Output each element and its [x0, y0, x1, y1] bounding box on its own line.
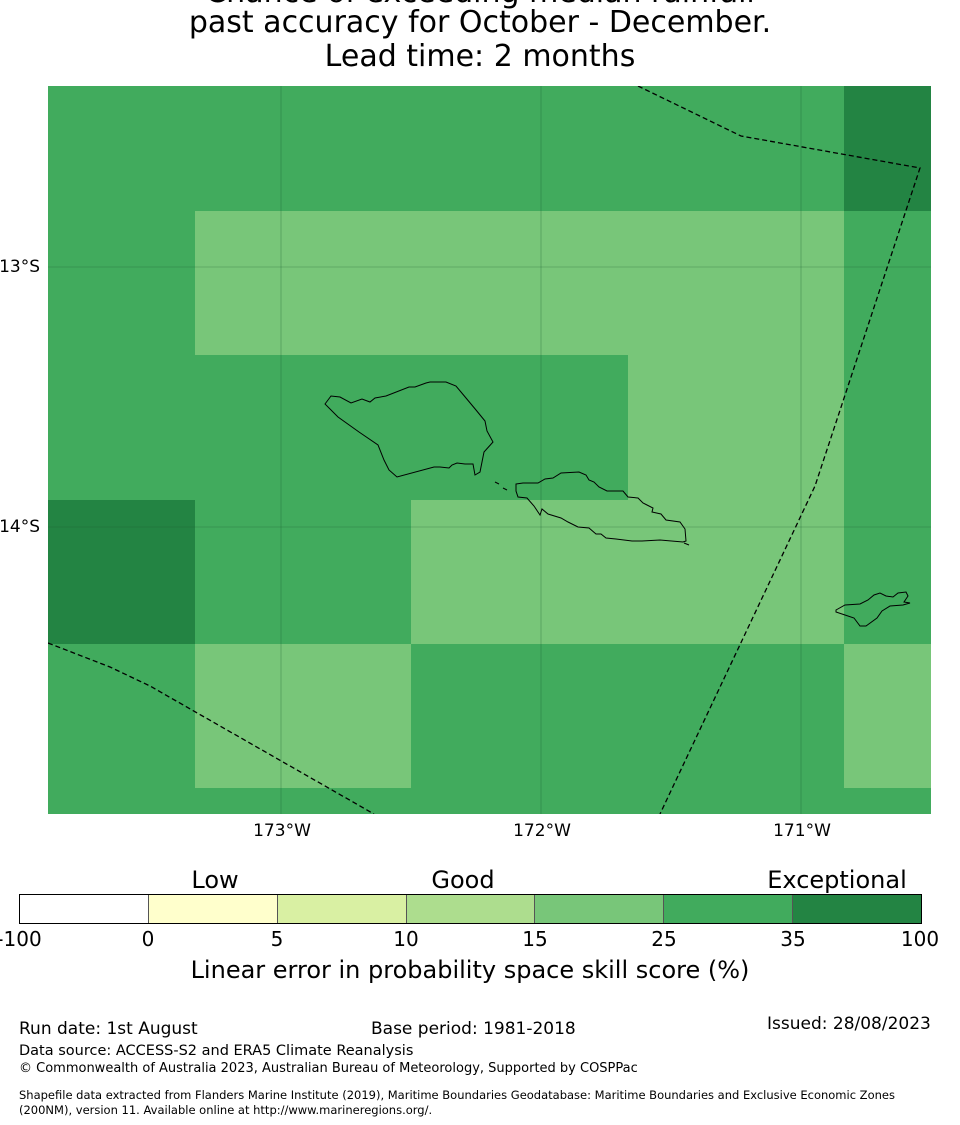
- colorbar-tick: 0: [141, 927, 155, 951]
- colorbar-tick: -100: [0, 927, 42, 951]
- colorbar-tick: 5: [270, 927, 284, 951]
- shapefile-credit-line-1: Shapefile data extracted from Flanders M…: [19, 1088, 895, 1102]
- colorbar-tick: 100: [900, 927, 940, 951]
- colorbar-segment: [148, 895, 278, 923]
- base-period: Base period: 1981-2018: [371, 1019, 576, 1039]
- island-outlines: [324, 381, 911, 627]
- title-line-1: Chance of exceeding median rainfall: [0, 0, 960, 10]
- copyright: © Commonwealth of Australia 2023, Austra…: [19, 1061, 638, 1076]
- run-date: Run date: 1st August: [19, 1019, 198, 1039]
- skill-map: [48, 86, 931, 814]
- eez-boundary: [48, 86, 921, 814]
- colorbar-tick: 10: [393, 927, 419, 951]
- issued-date: Issued: 28/08/2023: [767, 1014, 931, 1034]
- lon-label-172w: 172°W: [513, 821, 571, 841]
- tutuila-island: [835, 591, 911, 627]
- savaii-island: [324, 381, 494, 478]
- category-good: Good: [431, 866, 495, 894]
- data-source: Data source: ACCESS-S2 and ERA5 Climate …: [19, 1043, 414, 1059]
- category-low: Low: [191, 866, 239, 894]
- category-exceptional: Exceptional: [767, 866, 907, 894]
- upolu-island: [515, 471, 687, 543]
- colorbar-segment: [277, 895, 407, 923]
- colorbar: [19, 894, 922, 924]
- colorbar-segment: [406, 895, 536, 923]
- title-line-3: Lead time: 2 months: [324, 39, 636, 74]
- lon-label-173w: 173°W: [253, 821, 311, 841]
- title-line-2: past accuracy for October - December.: [188, 5, 772, 40]
- colorbar-tick: 15: [522, 927, 548, 951]
- lon-label-171w: 171°W: [773, 821, 831, 841]
- graticule: [48, 86, 931, 814]
- colorbar-segment: [20, 895, 149, 923]
- lat-label-13s: 13°S: [0, 257, 40, 277]
- colorbar-segment: [535, 895, 665, 923]
- skill-grid: [48, 86, 931, 814]
- shapefile-credit-line-2: (200NM), version 11. Available online at…: [19, 1103, 433, 1117]
- colorbar-segment: [793, 895, 922, 923]
- colorbar-tick: 25: [651, 927, 677, 951]
- lat-label-14s: 14°S: [0, 517, 40, 537]
- colorbar-segment: [664, 895, 794, 923]
- colorbar-tick: 35: [780, 927, 806, 951]
- colorbar-label: Linear error in probability space skill …: [190, 956, 750, 984]
